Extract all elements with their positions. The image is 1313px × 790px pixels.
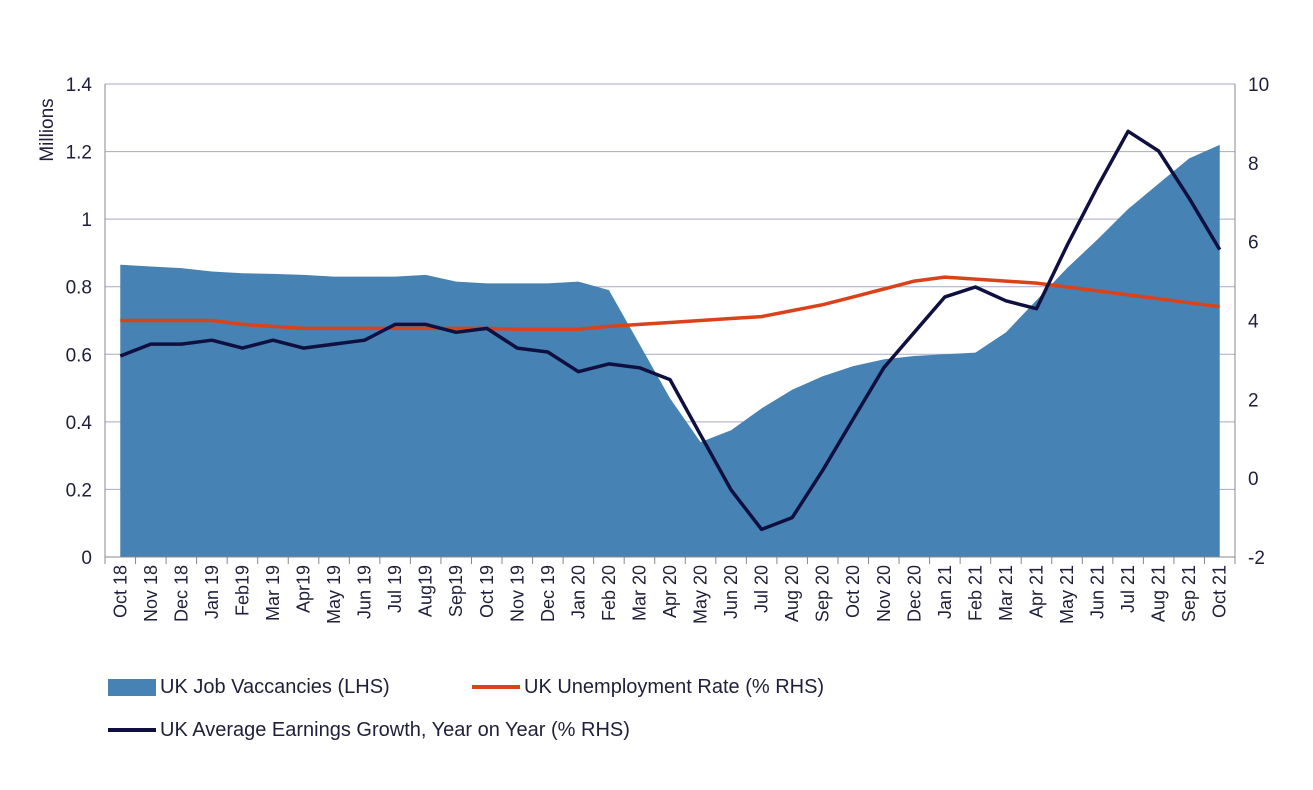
x-tick-label: Sep 20 bbox=[813, 565, 833, 622]
x-tick-label: Dec 18 bbox=[171, 565, 191, 622]
x-axis-ticks: Oct 18 Nov 18 Dec 18 Jan 19 Feb19 Mar 19 Apr19… bbox=[110, 565, 1229, 624]
left-tick-label: 1 bbox=[81, 210, 92, 231]
legend-swatch-vacancies bbox=[108, 678, 156, 696]
x-tick-label: Sep19 bbox=[446, 565, 466, 617]
x-tick-label: Mar 19 bbox=[263, 565, 283, 621]
x-tick-label: Oct 20 bbox=[843, 565, 863, 618]
x-tick-label: Jan 20 bbox=[568, 565, 588, 619]
legend: UK Job Vaccancies (LHS) UK Unemployment … bbox=[108, 672, 1008, 772]
x-tick-label: May 20 bbox=[691, 565, 711, 624]
x-tick-label: Apr 20 bbox=[660, 565, 680, 618]
x-tick-label: Jan 21 bbox=[935, 565, 955, 619]
legend-swatch-unemployment bbox=[472, 685, 520, 689]
right-tick-label: 0 bbox=[1248, 469, 1259, 490]
right-tick-label: 4 bbox=[1248, 312, 1259, 333]
axes bbox=[104, 84, 1236, 564]
left-tick-label: 0.6 bbox=[66, 345, 92, 366]
x-tick-label: Jul 21 bbox=[1118, 565, 1138, 613]
left-tick-label: 0.8 bbox=[66, 278, 92, 299]
right-tick-label: 6 bbox=[1248, 233, 1259, 254]
earnings-growth-line bbox=[119, 129, 1222, 532]
x-tick-label: Nov 18 bbox=[141, 565, 161, 622]
x-tick-label: Sep 21 bbox=[1179, 565, 1199, 622]
left-axis-ticks: 0 0.2 0.4 0.6 0.8 1 1.2 1.4 bbox=[66, 75, 93, 569]
x-tick-label: Mar 20 bbox=[629, 565, 649, 621]
right-tick-label: 10 bbox=[1248, 75, 1269, 96]
left-tick-label: 0.4 bbox=[66, 413, 93, 434]
left-tick-label: 1.4 bbox=[66, 75, 93, 96]
x-tick-label: Oct 21 bbox=[1210, 565, 1230, 618]
x-tick-label: Mar 21 bbox=[996, 565, 1016, 621]
x-tick-label: Jan 19 bbox=[202, 565, 222, 619]
x-tick-label: Feb 20 bbox=[599, 565, 619, 621]
x-tick-label: Oct 19 bbox=[477, 565, 497, 618]
legend-label-vacancies: UK Job Vaccancies (LHS) bbox=[160, 675, 390, 698]
right-tick-label: 2 bbox=[1248, 390, 1259, 411]
right-axis-ticks: -2 0 2 4 6 8 10 bbox=[1248, 75, 1269, 569]
x-tick-label: Aug19 bbox=[416, 565, 436, 617]
left-tick-label: 0.2 bbox=[66, 480, 92, 501]
lines-layer bbox=[119, 129, 1222, 532]
x-tick-label: Jul 20 bbox=[752, 565, 772, 613]
unemployment-rate-line bbox=[120, 275, 1220, 331]
legend-swatch-earnings bbox=[108, 728, 156, 732]
x-tick-label: May 19 bbox=[324, 565, 344, 624]
legend-item-earnings: UK Average Earnings Growth, Year on Year… bbox=[108, 715, 630, 745]
x-tick-label: Oct 18 bbox=[110, 565, 130, 618]
x-tick-label: Nov 19 bbox=[507, 565, 527, 622]
vacancies-area bbox=[120, 144, 1220, 558]
x-tick-label: Jun 20 bbox=[721, 565, 741, 619]
right-tick-label: 8 bbox=[1248, 154, 1259, 175]
legend-label-earnings: UK Average Earnings Growth, Year on Year… bbox=[160, 718, 630, 741]
x-tick-label: Dec 20 bbox=[904, 565, 924, 622]
x-tick-label: Jun 19 bbox=[355, 565, 375, 619]
x-tick-label: May 21 bbox=[1057, 565, 1077, 624]
left-tick-label: 0 bbox=[81, 548, 92, 569]
x-tick-label: Feb 21 bbox=[965, 565, 985, 621]
left-tick-label: 1.2 bbox=[66, 143, 92, 164]
legend-item-vacancies: UK Job Vaccancies (LHS) bbox=[108, 672, 390, 702]
x-tick-label: Jun 21 bbox=[1088, 565, 1108, 619]
x-tick-label: Apr19 bbox=[294, 565, 314, 613]
x-tick-label: Apr 21 bbox=[1026, 565, 1046, 618]
x-tick-label: Dec 19 bbox=[538, 565, 558, 622]
x-tick-label: Jul 19 bbox=[385, 565, 405, 613]
x-tick-label: Feb19 bbox=[232, 565, 252, 616]
legend-label-unemployment: UK Unemployment Rate (% RHS) bbox=[524, 675, 825, 698]
vacancies-area-layer bbox=[120, 144, 1220, 558]
x-tick-label: Nov 20 bbox=[874, 565, 894, 622]
right-tick-label: -2 bbox=[1248, 548, 1265, 569]
x-tick-label: Aug 20 bbox=[782, 565, 802, 622]
legend-item-unemployment: UK Unemployment Rate (% RHS) bbox=[472, 672, 824, 702]
x-tick-label: Aug 21 bbox=[1149, 565, 1169, 622]
left-axis-label: Millions bbox=[37, 98, 58, 161]
